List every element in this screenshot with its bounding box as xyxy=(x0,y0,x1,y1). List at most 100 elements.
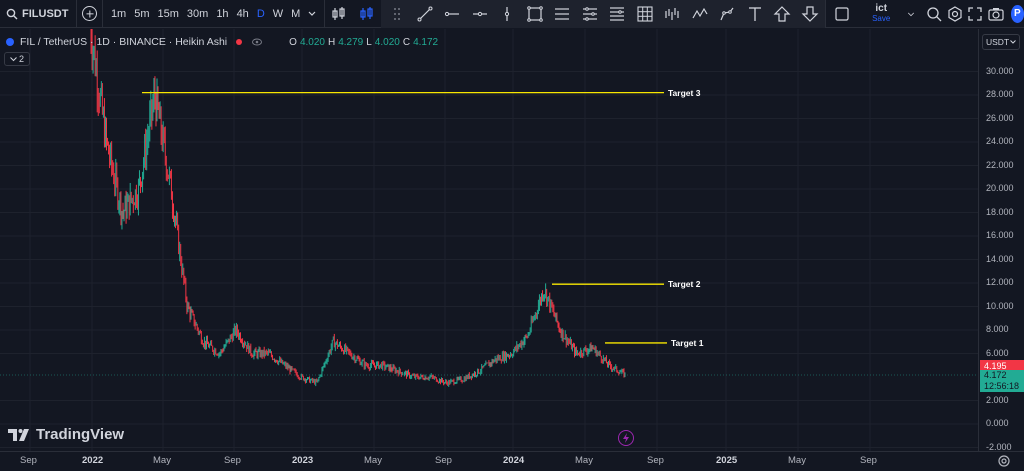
time-label: 2023 xyxy=(292,455,314,466)
chevron-down-icon[interactable] xyxy=(304,8,320,20)
path-icon[interactable] xyxy=(713,0,741,28)
high-label: H xyxy=(327,36,336,48)
drawing-toolbar xyxy=(381,0,826,28)
open-value: 4.020 xyxy=(299,36,325,48)
bar-chart-type-icon[interactable] xyxy=(325,0,353,28)
price-tick: 16.000 xyxy=(986,230,1014,240)
rectangle-icon[interactable] xyxy=(521,0,549,28)
price-tick: 26.000 xyxy=(986,112,1014,123)
target-2-label: Target 2 xyxy=(668,279,701,290)
interval-W[interactable]: W xyxy=(272,7,284,20)
fib-retracement-icon[interactable] xyxy=(576,0,604,28)
time-label: 2024 xyxy=(503,455,525,466)
price-tick: 12.000 xyxy=(986,277,1014,287)
currency-label: USDT xyxy=(986,37,1010,47)
interval-D[interactable]: D xyxy=(256,7,265,20)
price-tick: 28.000 xyxy=(986,89,1014,99)
symbol-search[interactable]: FILUSDT xyxy=(0,0,78,28)
time-label: May xyxy=(153,455,171,466)
open-label: O xyxy=(289,36,297,48)
last-price-green-tag: 4.172 12:56:18 xyxy=(980,369,1024,392)
bar-countdown: 12:56:18 xyxy=(984,380,1020,391)
layout-button[interactable] xyxy=(825,0,858,28)
horizontal-line-icon[interactable] xyxy=(466,0,494,28)
eye-icon[interactable] xyxy=(251,36,263,48)
parallel-channel-icon[interactable] xyxy=(548,0,576,28)
tradingview-logo[interactable]: TradingView xyxy=(8,426,124,443)
interval-5m[interactable]: 5m xyxy=(134,7,150,20)
last-price-red-tag: 4.195 xyxy=(980,359,1024,372)
save-label: Save xyxy=(872,13,891,23)
settings-icon[interactable] xyxy=(944,0,965,28)
legend-title[interactable]: FIL / TetherUS · 1D · BINANCE · Heikin A… xyxy=(20,36,228,48)
text-tool-icon[interactable] xyxy=(741,0,769,28)
ray-icon[interactable] xyxy=(438,0,466,28)
low-value: 4.020 xyxy=(374,36,400,48)
time-label: Sep xyxy=(20,455,37,466)
indicator-count: 2 xyxy=(18,54,24,64)
time-label: 2025 xyxy=(716,455,738,466)
symbol-logo-icon xyxy=(6,38,14,46)
user-avatar[interactable]: P xyxy=(1010,4,1024,23)
time-axis[interactable] xyxy=(0,451,1024,471)
save-layout-button[interactable]: ict Save xyxy=(858,0,904,28)
gann-box-icon[interactable] xyxy=(631,0,659,28)
interval-15m[interactable]: 15m xyxy=(157,7,179,20)
layout-name: ict xyxy=(875,2,888,14)
chart-pane[interactable] xyxy=(0,29,978,451)
low-label: L xyxy=(366,36,372,48)
price-tick: 22.000 xyxy=(986,159,1014,170)
price-tick: 14.000 xyxy=(986,253,1014,264)
time-label: Sep xyxy=(435,455,452,466)
time-label: 2022 xyxy=(82,455,104,466)
time-label: Sep xyxy=(224,455,241,466)
vertical-line-icon[interactable] xyxy=(493,0,521,28)
trend-line-icon[interactable] xyxy=(411,0,439,28)
interval-selector: 1m 5m 15m 30m 1h 4h D W M xyxy=(103,0,326,28)
compare-symbol-button[interactable] xyxy=(77,0,103,28)
chart-legend: FIL / TetherUS · 1D · BINANCE · Heikin A… xyxy=(6,36,438,48)
fullscreen-icon[interactable] xyxy=(965,0,986,28)
high-value: 4.279 xyxy=(338,36,364,48)
bars-pattern-icon[interactable] xyxy=(658,0,686,28)
fib-extension-icon[interactable] xyxy=(603,0,631,28)
chevron-down-icon[interactable] xyxy=(904,0,917,28)
price-tick: 6.000 xyxy=(986,347,1009,358)
drag-handle-icon[interactable] xyxy=(383,0,411,28)
interval-M[interactable]: M xyxy=(291,7,301,20)
indicators-toggle[interactable]: 2 xyxy=(4,52,30,66)
top-toolbar: FILUSDT 1m 5m 15m 30m 1h 4h D W M xyxy=(0,0,1024,28)
currency-selector[interactable]: USDT xyxy=(982,34,1020,50)
price-tick: 24.000 xyxy=(986,136,1014,146)
search-icon xyxy=(6,8,18,19)
symbol-name: FILUSDT xyxy=(22,7,69,20)
interval-1m[interactable]: 1m xyxy=(110,7,127,20)
price-chart[interactable] xyxy=(0,29,978,451)
candles-chart-type-icon[interactable] xyxy=(353,0,381,28)
interval-4h[interactable]: 4h xyxy=(236,7,249,20)
lightning-icon[interactable] xyxy=(618,430,634,446)
close-label: C xyxy=(402,36,411,48)
quick-search-icon[interactable] xyxy=(924,0,945,28)
close-value: 4.172 xyxy=(413,36,439,48)
price-tick: 2.000 xyxy=(986,394,1009,405)
price-tick: 0.000 xyxy=(986,418,1009,428)
watermark-text: TradingView xyxy=(36,426,125,443)
ohlc-values: O 4.020 H 4.279 L 4.020 C 4.172 xyxy=(289,37,438,48)
target-3-label: Target 3 xyxy=(668,87,701,98)
alert-dot-icon[interactable] xyxy=(233,36,245,48)
interval-30m[interactable]: 30m xyxy=(186,7,209,20)
time-label: Sep xyxy=(860,455,877,466)
chart-settings-icon[interactable] xyxy=(997,454,1011,471)
price-tick: 20.000 xyxy=(986,183,1014,193)
price-tick: -2.000 xyxy=(986,441,1012,452)
elliott-wave-icon[interactable] xyxy=(686,0,714,28)
time-label: May xyxy=(788,455,806,466)
square-icon xyxy=(835,6,849,21)
arrow-down-icon[interactable] xyxy=(796,0,824,28)
arrow-up-icon[interactable] xyxy=(768,0,796,28)
last-price-value: 4.172 xyxy=(984,369,1007,380)
interval-1h[interactable]: 1h xyxy=(216,7,229,20)
price-tick: 18.000 xyxy=(986,206,1014,217)
camera-icon[interactable] xyxy=(986,0,1007,28)
